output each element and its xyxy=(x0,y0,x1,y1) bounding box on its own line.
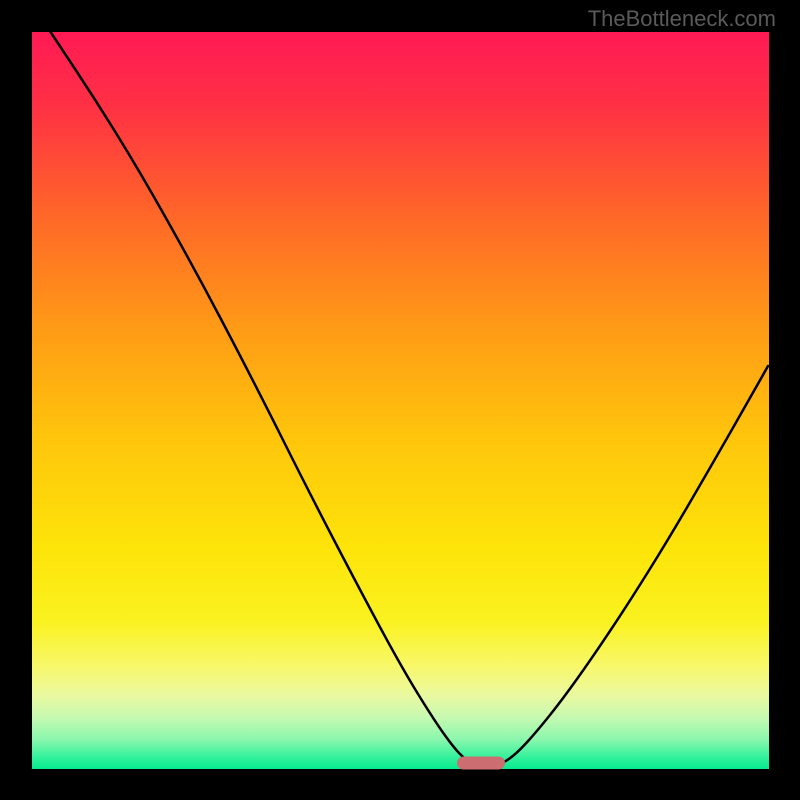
attribution-label: TheBottleneck.com xyxy=(588,6,776,32)
plot-area xyxy=(32,32,769,769)
bottleneck-chart xyxy=(0,0,800,800)
chart-container: TheBottleneck.com xyxy=(0,0,800,800)
optimal-marker xyxy=(457,757,505,770)
